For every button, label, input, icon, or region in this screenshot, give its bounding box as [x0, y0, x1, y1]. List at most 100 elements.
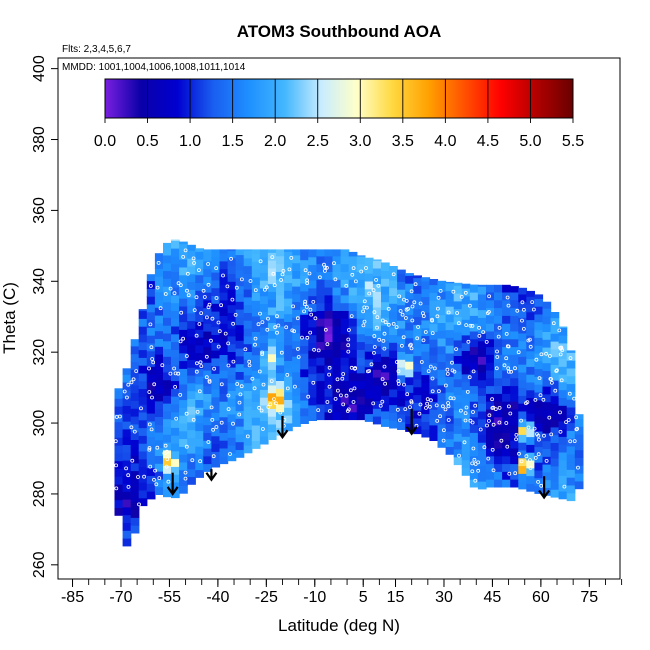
- heatmap-cell: [243, 390, 253, 399]
- heatmap-cell: [518, 403, 527, 412]
- sample-point: [423, 330, 428, 334]
- heatmap-cell: [542, 471, 552, 481]
- colorbar-tick-label: 0.5: [136, 133, 158, 150]
- heatmap-cell: [259, 249, 269, 258]
- heatmap-cell: [421, 343, 431, 352]
- heatmap-cell: [510, 479, 519, 488]
- sample-point: [375, 315, 380, 320]
- heatmap-cell: [195, 298, 204, 307]
- heatmap-cell: [389, 272, 398, 281]
- sample-point: [335, 388, 340, 393]
- heatmap-cell: [154, 432, 164, 441]
- sample-point: [473, 478, 478, 483]
- sample-point: [113, 439, 118, 444]
- heatmap-cell: [477, 286, 487, 295]
- heatmap-cell: [243, 312, 253, 321]
- heatmap-cell: [171, 255, 180, 265]
- heatmap-cell: [453, 339, 463, 349]
- heatmap-cell: [122, 444, 132, 453]
- sample-point: [502, 363, 507, 368]
- heatmap-cell: [356, 325, 366, 335]
- heatmap-cell: [397, 406, 406, 415]
- heatmap-cell: [510, 323, 519, 332]
- heatmap-cell: [179, 274, 188, 284]
- heatmap-cell: [276, 271, 285, 280]
- heatmap-cell: [130, 501, 140, 511]
- heatmap-cell: [276, 294, 285, 304]
- heatmap-cell: [276, 249, 285, 257]
- heatmap-cell: [130, 493, 140, 503]
- sample-point: [129, 380, 134, 385]
- heatmap-cell: [364, 288, 374, 298]
- heatmap-cell: [413, 378, 422, 388]
- sample-point: [219, 420, 224, 425]
- heatmap-cell: [332, 249, 342, 257]
- sample-point: [147, 366, 151, 371]
- heatmap-cell: [146, 483, 156, 492]
- heatmap-cell: [195, 248, 204, 252]
- heatmap-cell: [154, 424, 164, 433]
- heatmap-cell: [324, 403, 334, 413]
- heatmap-cell: [171, 427, 180, 436]
- sample-point: [172, 366, 177, 371]
- heatmap-cell: [163, 309, 172, 318]
- heatmap-cell: [251, 424, 261, 434]
- heatmap-cell: [534, 399, 544, 409]
- heatmap-cell: [292, 278, 301, 287]
- sample-point: [172, 291, 177, 296]
- sample-point: [275, 330, 279, 335]
- heatmap-cell: [195, 313, 204, 322]
- heatmap-cell: [510, 330, 519, 340]
- sample-point: [231, 321, 236, 326]
- sample-point: [257, 405, 262, 410]
- heatmap-cell: [494, 424, 503, 433]
- sample-point: [292, 329, 297, 334]
- heatmap-cell: [453, 355, 463, 364]
- heatmap-cell: [267, 353, 277, 363]
- heatmap-cell: [179, 352, 188, 362]
- heatmap-cell: [348, 255, 358, 265]
- heatmap-cell: [219, 292, 229, 301]
- heatmap-cell: [284, 391, 293, 400]
- heatmap-cell: [381, 418, 390, 427]
- sample-point: [380, 318, 385, 323]
- heatmap-cell: [235, 363, 245, 372]
- heatmap-cell: [154, 400, 164, 410]
- sample-point: [428, 364, 433, 369]
- heatmap-cell: [138, 372, 148, 382]
- sample-point: [568, 439, 573, 444]
- heatmap-cell: [574, 418, 584, 427]
- sample-point: [164, 464, 169, 469]
- sample-point: [497, 325, 502, 330]
- heatmap-cell: [251, 440, 261, 449]
- heatmap-cell: [542, 432, 552, 442]
- heatmap-cell: [267, 275, 277, 285]
- heatmap-cell: [502, 369, 511, 379]
- heatmap-cell: [389, 311, 398, 320]
- heatmap-cell: [566, 414, 576, 424]
- sample-point: [471, 369, 476, 374]
- heatmap-cell: [381, 348, 390, 357]
- heatmap-cell: [163, 473, 172, 482]
- heatmap-cell: [171, 333, 180, 343]
- heatmap-cell: [154, 447, 164, 456]
- heatmap-cell: [566, 461, 576, 470]
- sample-point: [122, 389, 127, 394]
- heatmap-cell: [276, 341, 285, 350]
- heatmap-cell: [122, 467, 132, 477]
- sample-point: [367, 369, 372, 373]
- sample-point: [513, 366, 517, 371]
- heatmap-cell: [364, 257, 374, 266]
- heatmap-cell: [324, 294, 334, 304]
- sample-point: [147, 390, 152, 394]
- heatmap-cell: [163, 410, 172, 420]
- heatmap-cell: [203, 338, 212, 348]
- heatmap-cell: [203, 401, 212, 410]
- heatmap-cell: [332, 357, 342, 366]
- heatmap-cell: [421, 312, 431, 321]
- sample-point: [305, 281, 310, 286]
- heatmap-cell: [284, 290, 293, 299]
- heatmap-cell: [348, 357, 358, 366]
- heatmap-cell: [324, 357, 334, 366]
- heatmap-cell: [171, 318, 180, 327]
